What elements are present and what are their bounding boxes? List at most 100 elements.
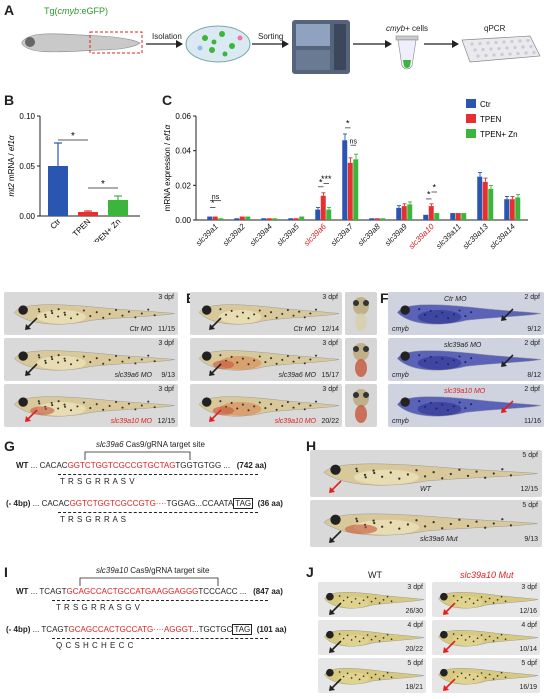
d-dpf-label: 3 dpf: [158, 340, 174, 347]
c-bar: [212, 216, 218, 220]
b-category-label: Ctr: [49, 217, 63, 231]
c-bar: [239, 216, 245, 220]
j-larva-image: 3 dpf 26/30: [318, 582, 426, 617]
b-bar: [78, 212, 98, 216]
c-bar: [396, 207, 402, 220]
f-probe-label: cmyb: [392, 372, 409, 379]
e-dpf-label: 3 dpf: [322, 294, 338, 301]
g-mut-row: (- 4bp) ... CACACGGTCTGGTCGCCGTG····TGGA…: [6, 498, 283, 509]
e-larva-image: 3 dpf slc39a10 MO 20/22: [190, 384, 342, 427]
c-sig-text: ns: [350, 139, 358, 146]
h-count-label: 9/13: [524, 536, 538, 543]
i-wt-aa: T R S G R R A S G V: [56, 603, 141, 612]
c-bar: [504, 199, 510, 220]
c-sig-text: *: [432, 183, 436, 193]
larva-icon: [21, 33, 141, 53]
j-count-label: 12/16: [519, 608, 537, 615]
d-arrow-icon: [25, 317, 38, 330]
c-legend-swatch: [466, 99, 476, 108]
j-arrow-icon: [329, 678, 342, 691]
b-sig-star: *: [71, 131, 75, 142]
e-count-label: 20/22: [321, 418, 339, 425]
c-category-label: slc39a13: [461, 222, 490, 251]
c-bar: [320, 195, 326, 220]
j-larva-image: 4 dpf 10/14: [432, 620, 540, 655]
j-larva-image: 5 dpf 16/19: [432, 658, 540, 693]
j-dpf-label: 3 dpf: [407, 584, 423, 591]
c-category-label: slc39a4: [248, 222, 274, 248]
j-dpf-label: 5 dpf: [521, 660, 537, 667]
d-count-label: 12/15: [157, 418, 175, 425]
c-sig-text: *: [346, 118, 350, 128]
c-bar: [461, 213, 467, 220]
h-dpf-label: 5 dpf: [522, 452, 538, 459]
c-bar: [293, 218, 299, 220]
g-wt-aa: T R S G R R A S V: [60, 477, 136, 486]
j-arrow-icon: [329, 640, 342, 653]
i-mut-underline: [52, 638, 268, 639]
c-bar: [326, 209, 332, 220]
c-ytick-label: 0.04: [175, 147, 191, 156]
b-ylabel: mt2 mRNA / ef1α: [7, 135, 16, 196]
step-qpcr-label: qPCR: [484, 24, 506, 33]
panel-h: 5 dpf WT 12/15 5 dpf slc39a6 Mut 9/13: [310, 450, 546, 552]
step-isolation-label: Isolation: [152, 32, 182, 41]
e-count-label: 15/17: [321, 372, 339, 379]
c-bar: [450, 213, 456, 220]
step-sorting-label: Sorting: [258, 32, 284, 41]
c-category-label: slc39a1: [194, 222, 220, 248]
c-bar: [477, 176, 483, 220]
cell-sorter-icon: [292, 20, 350, 74]
c-category-label: slc39a8: [356, 222, 382, 248]
d-morpholino-label: slc39a10 MO: [110, 418, 152, 425]
c-category-label: slc39a10: [407, 222, 436, 251]
e-larva-image: 3 dpf slc39a6 MO 15/17: [190, 338, 342, 381]
c-category-label: slc39a7: [329, 222, 355, 248]
i-mut-aa: Q C S H C H E C C: [56, 641, 134, 650]
e-morpholino-label: slc39a6 MO: [278, 372, 316, 379]
trunk-region-box: [89, 31, 143, 54]
e-dpf-label: 3 dpf: [322, 386, 338, 393]
c-bar: [234, 218, 240, 220]
e-arrow-icon: [209, 409, 222, 422]
c-category-label: slc39a14: [488, 222, 517, 251]
c-bar: [401, 206, 407, 220]
panel-a-workflow: [21, 20, 541, 74]
f-probe-label: cmyb: [392, 326, 409, 333]
j-larva-image: 3 dpf 12/16: [432, 582, 540, 617]
panel-b-chart: 0.00 0.05 0.10 mt2 mRNA / ef1α Ctr TPENTPEN+ …: [7, 112, 140, 242]
b-ytick-label: 0.10: [19, 112, 35, 121]
h-genotype-label: slc39a6 Mut: [420, 536, 458, 543]
c-bar: [482, 181, 488, 220]
c-bar: [288, 218, 294, 220]
f-probe-label: cmyb: [392, 418, 409, 425]
e-arrow-icon: [209, 317, 222, 330]
j-count-label: 20/22: [405, 646, 423, 653]
panel-e: 3 dpf Ctr MO 12/14 3 dpf slc39a6 MO 15/17 3 dp…: [182, 290, 380, 430]
h-arrow-icon: [329, 530, 342, 543]
j-arrow-icon: [329, 602, 342, 615]
j-mut-header: slc39a10 Mut: [460, 570, 514, 580]
c-category-label: slc39a2: [221, 222, 247, 248]
f-morpholino-label: slc39a6 MO: [444, 342, 482, 349]
j-count-label: 18/21: [405, 684, 423, 691]
i-target-bracket: [79, 577, 219, 586]
j-arrow-icon: [443, 602, 456, 615]
g-wt-row: WT ... CACACGGTCTGGTCGCCGTGCTAGTGGTGTGG …: [16, 461, 267, 470]
transgenic-line-label: Tg(cmyb:eGFP): [44, 6, 109, 16]
d-arrow-icon: [25, 363, 38, 376]
d-arrow-icon: [25, 409, 38, 422]
d-dpf-label: 3 dpf: [158, 386, 174, 393]
i-mut-row: (- 4bp) ... TCAGTGCAGCCACTGCCATG····AGGG…: [6, 624, 287, 635]
j-dpf-label: 4 dpf: [521, 622, 537, 629]
c-bar: [315, 209, 321, 220]
c-bar: [515, 197, 521, 220]
qpcr-plate-icon: [461, 35, 541, 63]
e-ventral-view-image: [345, 384, 377, 427]
c-bar: [407, 204, 413, 220]
c-category-label: slc39a5: [275, 222, 301, 248]
b-category-label: TPEN+ Zn: [89, 217, 122, 242]
d-larva-image: 3 dpf slc39a10 MO 12/15: [4, 384, 178, 427]
c-ytick-label: 0.02: [175, 181, 191, 190]
